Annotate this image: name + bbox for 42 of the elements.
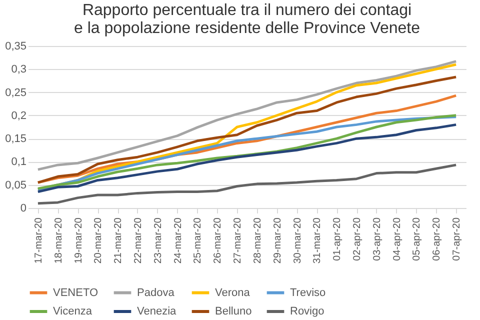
legend-label: Vicenza [53, 306, 93, 318]
x-tick-label: 31-mar-20 [312, 217, 324, 264]
legend-label: Belluno [215, 306, 252, 318]
x-tick-label: 24-mar-20 [172, 217, 184, 264]
y-tick-label: 0,3 [11, 64, 26, 76]
y-tick-label: 0,35 [5, 40, 26, 52]
y-tick-label: 0 [20, 202, 26, 214]
x-tick-label: 07-apr-20 [452, 217, 463, 261]
x-tick-label: 18-mar-20 [53, 217, 64, 264]
line-series [36, 164, 458, 205]
legend-label: Venezia [137, 306, 178, 318]
x-tick-label: 04-apr-20 [392, 217, 403, 261]
x-tick-label: 06-apr-20 [432, 217, 443, 261]
x-tick-label: 30-mar-20 [292, 217, 304, 264]
legend-label: Rovigo [290, 306, 324, 318]
x-tick-label: 29-mar-20 [272, 217, 284, 264]
x-tick-label: 19-mar-20 [73, 217, 84, 264]
y-tick-label: 0,25 [5, 86, 26, 99]
legend-label: Padova [137, 286, 176, 299]
x-tick-label: 01-apr-20 [332, 217, 344, 261]
x-tick-label: 27-mar-20 [232, 217, 244, 264]
legend-label: Treviso [290, 286, 326, 299]
legend-label: Verona [215, 286, 251, 299]
x-tick-label: 22-mar-20 [133, 217, 144, 264]
line-series [36, 76, 458, 184]
x-tick-label: 23-mar-20 [152, 217, 164, 264]
x-tick-label: 25-mar-20 [192, 217, 204, 264]
x-tick-label: 28-mar-20 [252, 217, 264, 264]
x-tick-label: 20-mar-20 [93, 217, 104, 264]
x-tick-label: 26-mar-20 [212, 217, 224, 264]
legend-label: VENETO [53, 286, 98, 299]
x-tick-label: 21-mar-20 [113, 217, 124, 264]
x-tick-label: 05-apr-20 [412, 217, 423, 261]
y-tick-label: 0,2 [11, 110, 26, 122]
y-tick-label: 0,05 [5, 179, 26, 192]
y-tick-label: 0,1 [11, 156, 26, 168]
x-tick-label: 17-mar-20 [33, 217, 44, 264]
chart-title: Rapporto percentuale tra il numero dei contagi e la popolazione residente delle Province Venete [74, 2, 420, 37]
line-series [36, 60, 458, 171]
x-tick-label: 03-apr-20 [372, 217, 383, 261]
y-tick-label: 0,15 [5, 133, 26, 146]
x-tick-label: 02-apr-20 [352, 217, 363, 261]
